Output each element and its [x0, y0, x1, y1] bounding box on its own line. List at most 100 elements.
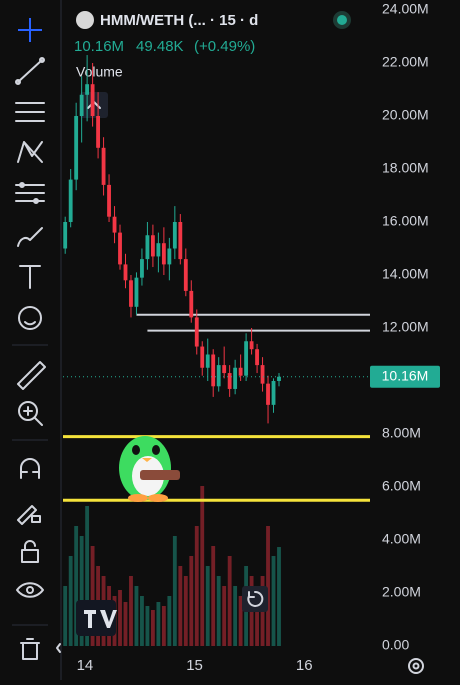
fib-tool[interactable] — [15, 102, 45, 122]
candle-body — [150, 235, 155, 257]
volume-bar — [74, 526, 79, 646]
candle-body — [200, 346, 205, 368]
y-tick-label: 12.00M — [382, 319, 429, 335]
reset-icon — [247, 590, 264, 607]
crosshair-tool[interactable] — [18, 18, 42, 42]
chart-title[interactable]: HMM/WETH (... · 15 · d — [100, 12, 258, 29]
candle-body — [216, 365, 221, 387]
volume-bar — [277, 547, 281, 646]
volume-bar — [161, 606, 166, 646]
volume-bar — [123, 602, 128, 646]
candle-body — [112, 216, 117, 233]
brush-tool[interactable] — [17, 227, 43, 247]
candle-body — [145, 235, 150, 260]
delete-tool[interactable] — [20, 638, 40, 660]
header-change: (+0.49%) — [194, 38, 255, 55]
candle-body — [178, 222, 183, 260]
volume-bar — [200, 486, 205, 646]
candle-body — [255, 349, 259, 366]
y-tick-label: 24.00M — [382, 1, 429, 17]
y-tick-label: 8.00M — [382, 425, 421, 441]
candle-body — [266, 383, 270, 405]
candle-body — [156, 243, 161, 257]
volume-bar — [145, 606, 150, 646]
candle-body — [161, 243, 166, 265]
volume-bar — [90, 546, 95, 646]
trendline-tool[interactable] — [15, 57, 45, 85]
candle-body — [233, 367, 238, 389]
volume-bar — [156, 602, 161, 646]
candle-body — [271, 381, 276, 405]
header-price: 10.16M — [74, 38, 124, 55]
y-tick-label: 22.00M — [382, 54, 429, 70]
candle-body — [277, 376, 281, 381]
volume-bar — [266, 526, 270, 646]
volume-bar — [227, 556, 232, 646]
volume-bar — [85, 506, 90, 646]
candle-body — [205, 354, 210, 368]
candle-body — [189, 290, 194, 318]
symbol-icon — [76, 11, 94, 29]
candle-body — [249, 341, 254, 350]
candle-body — [140, 259, 144, 278]
candle-body — [167, 248, 172, 265]
collapse-toolbar[interactable] — [56, 643, 61, 653]
projection-tool[interactable] — [15, 182, 45, 204]
y-tick-label: 20.00M — [382, 107, 429, 123]
text-tool[interactable] — [19, 265, 41, 289]
volume-bar — [211, 546, 216, 646]
volume-bar — [178, 566, 183, 646]
candle-body — [211, 354, 216, 387]
volume-bar — [167, 596, 172, 646]
lock-draw-tool[interactable] — [17, 505, 41, 525]
volume-bar — [183, 576, 188, 646]
settings-button[interactable] — [408, 658, 424, 674]
candle-body — [63, 222, 68, 249]
zoom-tool[interactable] — [18, 401, 43, 426]
candle-body — [79, 94, 84, 116]
candle-body — [134, 277, 139, 307]
magnet-tool[interactable] — [20, 458, 40, 479]
volume-bar — [118, 590, 122, 646]
candle-body — [101, 147, 106, 185]
y-tick-label: 14.00M — [382, 266, 429, 282]
y-tick-label: 16.00M — [382, 213, 429, 229]
volume-bar — [222, 586, 227, 646]
volume-title: Volume — [76, 64, 123, 80]
candle-body — [244, 341, 249, 376]
ruler-tool[interactable] — [17, 361, 46, 390]
volume-bar — [238, 596, 243, 646]
volume-bar — [271, 556, 276, 646]
candle-body — [107, 184, 111, 217]
candle-body — [74, 116, 79, 180]
status-dot — [337, 15, 347, 25]
emoji-tool[interactable] — [18, 306, 42, 330]
volume-bar — [255, 586, 259, 646]
x-tick-label: 14 — [77, 657, 94, 674]
x-tick-label: 15 — [186, 657, 203, 674]
candle-body — [183, 259, 188, 291]
y-tick-label: 18.00M — [382, 160, 429, 176]
y-tick-label: 6.00M — [382, 478, 421, 494]
mascot — [119, 436, 180, 502]
volume-bar — [205, 566, 210, 646]
candle-body — [123, 264, 128, 281]
volume-bar — [140, 596, 144, 646]
candle-body — [96, 116, 101, 148]
visibility-tool[interactable] — [16, 582, 44, 598]
y-tick-label: 4.00M — [382, 531, 421, 547]
volume-bar — [233, 586, 238, 646]
volume-bar — [172, 536, 177, 646]
candle-body — [227, 373, 232, 389]
last-price-tag — [370, 365, 440, 388]
plot-area: 0.00 2.00M 4.00M 6.00M 8.00M 12.00M 14.00M 16.0… — [63, 1, 440, 674]
candle-body — [90, 84, 95, 116]
pattern-tool[interactable] — [17, 141, 43, 163]
volume-bar — [68, 556, 73, 646]
logo — [84, 610, 117, 628]
logo-box — [76, 600, 116, 636]
volume-bar — [134, 586, 139, 646]
lock-tool[interactable] — [21, 540, 39, 563]
reset-button[interactable] — [242, 586, 268, 612]
